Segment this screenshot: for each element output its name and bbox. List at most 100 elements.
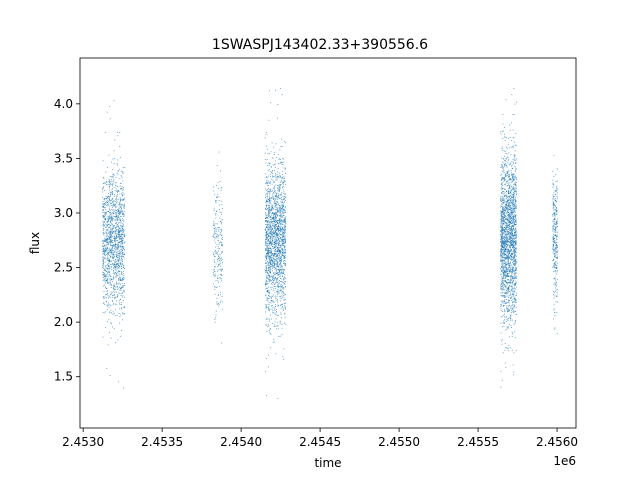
data-point [218, 250, 220, 252]
data-point [106, 204, 108, 206]
data-point [267, 236, 269, 238]
data-point [114, 240, 116, 241]
data-point [502, 284, 504, 286]
data-point [114, 269, 116, 271]
data-point [108, 204, 110, 206]
data-point [281, 239, 283, 241]
data-point [107, 243, 109, 245]
data-point [270, 264, 272, 265]
data-point [268, 205, 270, 207]
data-point [512, 211, 514, 213]
data-point [111, 214, 113, 216]
data-point [270, 347, 272, 349]
data-point [273, 217, 275, 219]
data-point [507, 264, 509, 266]
data-point [275, 176, 277, 178]
data-point [270, 188, 272, 190]
data-point [276, 192, 278, 194]
data-point [506, 261, 508, 263]
data-point [277, 282, 279, 284]
data-point [268, 248, 270, 250]
data-point [105, 270, 106, 272]
data-point [105, 226, 107, 228]
data-point [509, 195, 511, 197]
data-point [280, 269, 282, 271]
data-point [500, 174, 502, 176]
data-point [271, 264, 273, 265]
data-point [106, 241, 107, 243]
data-point [280, 197, 282, 199]
data-point [114, 342, 116, 344]
data-point [102, 191, 104, 193]
data-point [507, 228, 509, 230]
data-point [509, 216, 511, 217]
data-point [515, 268, 517, 270]
data-point [503, 243, 505, 244]
data-point [218, 234, 220, 236]
data-point [276, 272, 278, 274]
data-point [115, 222, 117, 224]
data-point [273, 237, 275, 239]
data-point [110, 219, 112, 221]
data-point [213, 221, 215, 223]
data-point [504, 204, 506, 206]
data-point [500, 254, 502, 256]
data-point [271, 208, 272, 210]
data-point [513, 306, 515, 307]
data-point [269, 308, 271, 310]
data-point [275, 312, 277, 314]
data-point [121, 177, 123, 179]
data-point [506, 326, 508, 328]
data-point [506, 256, 508, 257]
data-point [216, 252, 217, 254]
data-point [103, 251, 105, 253]
data-point [114, 237, 116, 239]
data-point [122, 251, 124, 253]
data-point [118, 283, 120, 285]
data-point [117, 259, 119, 261]
data-point [273, 217, 275, 219]
data-point [103, 274, 105, 276]
data-point [118, 216, 120, 218]
data-point [268, 253, 270, 255]
data-point [109, 255, 111, 257]
data-point [503, 180, 505, 182]
data-point [500, 241, 502, 243]
data-point [222, 308, 223, 310]
data-point [217, 277, 219, 279]
data-point [501, 227, 503, 229]
data-point [284, 277, 286, 279]
data-point [269, 247, 271, 249]
data-point [501, 229, 503, 231]
data-point [118, 313, 120, 315]
data-point [106, 222, 108, 224]
data-point [508, 200, 510, 202]
data-point [512, 162, 514, 164]
data-point [504, 251, 506, 253]
data-point [500, 253, 502, 255]
data-point [502, 288, 504, 290]
data-point [515, 191, 517, 193]
data-point [277, 265, 279, 267]
data-point [504, 215, 506, 216]
data-point [505, 240, 506, 241]
data-point [503, 233, 505, 235]
data-point [280, 300, 281, 302]
data-point [276, 295, 278, 297]
data-point [503, 304, 505, 306]
data-point [270, 189, 271, 191]
data-point [265, 288, 267, 290]
data-point [115, 217, 117, 219]
data-point [277, 304, 279, 306]
data-point [278, 286, 280, 288]
data-point [269, 250, 271, 252]
data-point [509, 177, 511, 179]
data-point [266, 148, 268, 150]
data-point [268, 228, 270, 230]
data-point [504, 126, 506, 128]
data-point [505, 218, 506, 220]
data-point [113, 230, 115, 232]
data-point [217, 263, 219, 265]
data-point [266, 223, 268, 225]
data-point [267, 227, 269, 229]
